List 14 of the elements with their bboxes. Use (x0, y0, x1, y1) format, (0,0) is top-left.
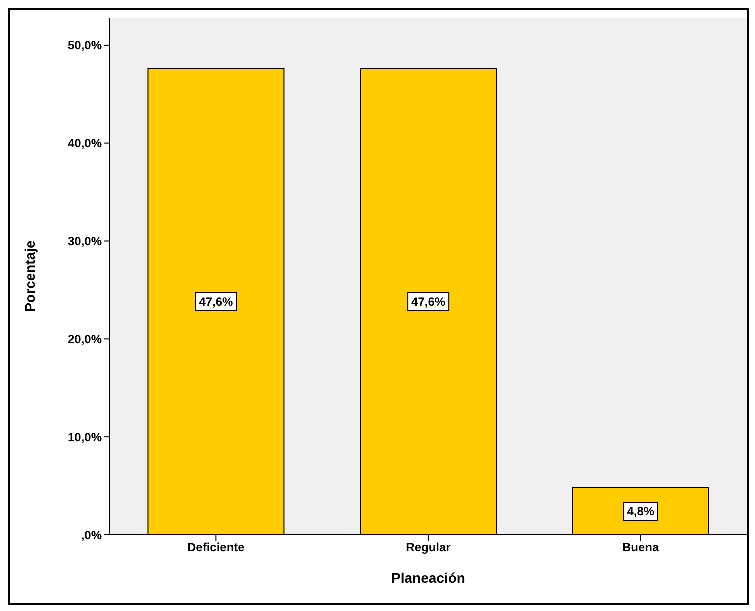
data-label: 47,6% (412, 294, 446, 309)
data-label: 47,6% (199, 294, 234, 309)
y-tick-label: 20,0% (68, 332, 102, 346)
x-tick-label: Buena (622, 540, 660, 555)
x-tick-label: Regular (406, 540, 452, 555)
y-tick-label: ,0% (81, 528, 102, 542)
y-tick-label: 40,0% (68, 136, 102, 151)
y-tick-label: 10,0% (68, 430, 102, 444)
data-label: 4,8% (627, 504, 655, 518)
x-axis-title: Planeación (392, 570, 466, 586)
x-tick-label: Deficiente (187, 540, 246, 555)
y-axis-title: Porcentaje (22, 240, 38, 312)
y-tick-label: 30,0% (68, 234, 102, 249)
y-tick-label: 50,0% (68, 38, 102, 53)
